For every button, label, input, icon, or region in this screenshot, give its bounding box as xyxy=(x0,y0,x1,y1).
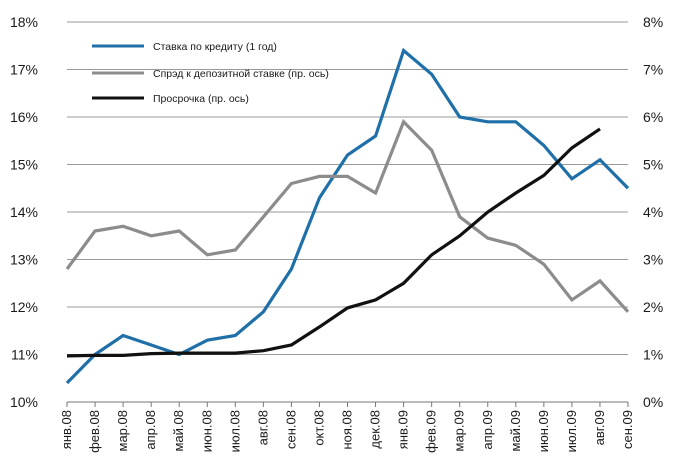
x-tick-label: май.09 xyxy=(508,410,523,452)
x-tick-label: апр.08 xyxy=(143,410,158,450)
x-tick-label: апр.09 xyxy=(480,410,495,450)
x-tick-label: май.08 xyxy=(171,410,186,452)
x-tick-label: янв.08 xyxy=(59,410,74,449)
x-tick-label: сен.08 xyxy=(283,410,298,449)
right-tick-label: 8% xyxy=(643,14,663,30)
right-tick-label: 3% xyxy=(643,252,663,268)
x-tick-label: июл.08 xyxy=(227,410,242,452)
right-tick-label: 1% xyxy=(643,347,663,363)
series-line-2 xyxy=(65,118,630,313)
left-tick-label: 10% xyxy=(10,394,38,410)
x-tick-label: мар.08 xyxy=(115,410,130,451)
left-y-axis: 10% 11% 12% 13% 14% 15% 16% 17% 18% xyxy=(10,14,38,410)
series-line-3 xyxy=(66,127,601,358)
x-tick-label: июн.09 xyxy=(536,410,551,452)
x-tick-label: янв.09 xyxy=(396,410,411,449)
left-tick-label: 11% xyxy=(11,347,38,363)
right-tick-label: 5% xyxy=(643,157,663,173)
right-tick-label: 4% xyxy=(643,204,663,220)
gridlines xyxy=(67,21,628,355)
x-tick-label: авг.08 xyxy=(255,410,270,445)
left-tick-label: 14% xyxy=(10,204,38,220)
x-tick-label: окт.08 xyxy=(311,410,326,446)
x-tick-label: мар.09 xyxy=(452,410,467,451)
series-line-1 xyxy=(65,47,630,385)
series-lines xyxy=(65,47,630,385)
x-tick-label: авг.09 xyxy=(592,410,607,445)
x-tick-label: июн.08 xyxy=(199,410,214,452)
left-tick-label: 17% xyxy=(10,62,38,78)
right-tick-label: 6% xyxy=(643,109,663,125)
legend-label-1: Ставка по кредиту (1 год) xyxy=(153,41,277,53)
right-tick-label: 2% xyxy=(643,299,663,315)
x-tick-label: дек.08 xyxy=(368,410,383,449)
left-tick-label: 13% xyxy=(10,252,38,268)
left-tick-label: 16% xyxy=(10,109,38,125)
right-tick-label: 0% xyxy=(643,394,663,410)
right-tick-label: 7% xyxy=(643,62,663,78)
legend-label-2: Спрэд к депозитной ставке (пр. ось) xyxy=(153,68,329,80)
left-tick-label: 12% xyxy=(10,299,38,315)
legend: Ставка по кредиту (1 год) Спрэд к депозит… xyxy=(92,41,329,105)
x-axis: янв.08 фев.08 мар.08 апр.08 май.08 июн.08 июл.… xyxy=(59,401,635,453)
x-tick-label: июл.09 xyxy=(564,410,579,452)
x-tick-label: сен.09 xyxy=(620,410,635,449)
left-tick-label: 18% xyxy=(10,14,38,30)
x-tick-label: ноя.08 xyxy=(340,410,355,450)
x-tick-label: фев.08 xyxy=(87,410,102,453)
x-tick-label: фев.09 xyxy=(424,410,439,453)
right-y-axis: 0% 1% 2% 3% 4% 5% 6% 7% 8% xyxy=(643,14,663,410)
legend-label-3: Просрочка (пр. ось) xyxy=(153,93,249,105)
left-tick-label: 15% xyxy=(10,157,38,173)
